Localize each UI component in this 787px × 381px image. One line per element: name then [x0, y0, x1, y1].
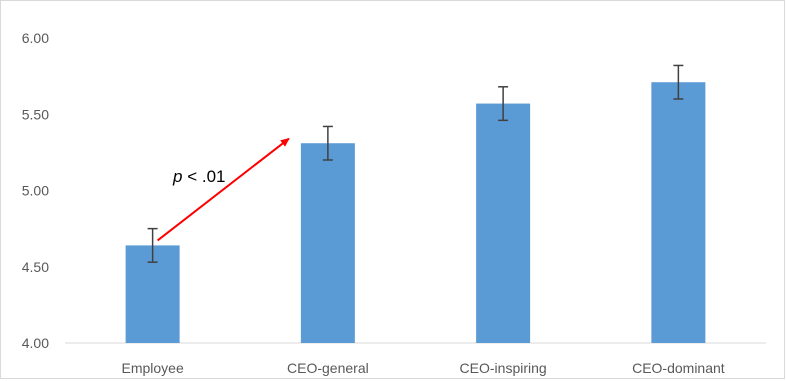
bar-ceo-inspiring — [476, 103, 531, 343]
significance-annotation: p < .01 — [157, 137, 290, 242]
y-tick-label: 5.00 — [22, 183, 49, 199]
category-label: CEO-inspiring — [460, 360, 547, 376]
y-tick-label: 4.00 — [22, 335, 49, 351]
error-bar-ceo-general — [322, 125, 333, 161]
p-symbol: p — [172, 167, 182, 186]
y-axis: 4.00 4.50 5.00 5.50 6.00 — [22, 30, 49, 351]
significance-label: p < .01 — [172, 167, 225, 186]
p-threshold: < .01 — [182, 167, 225, 186]
category-label: CEO-general — [287, 360, 369, 376]
error-bar-employee — [147, 227, 158, 263]
error-bar-ceo-dominant — [673, 64, 684, 100]
bar-ceo-general — [300, 143, 355, 343]
category-label: CEO-dominant — [632, 360, 725, 376]
significance-arrow — [157, 137, 290, 242]
error-bars — [147, 64, 684, 263]
bars — [125, 82, 706, 343]
bar-ceo-dominant — [651, 82, 706, 343]
y-tick-label: 5.50 — [22, 106, 49, 122]
y-tick-label: 6.00 — [22, 30, 49, 46]
category-labels: Employee CEO-general CEO-inspiring CEO-domi… — [121, 360, 724, 376]
category-label: Employee — [121, 360, 183, 376]
error-bar-ceo-inspiring — [498, 86, 509, 122]
y-tick-label: 4.50 — [22, 259, 49, 275]
